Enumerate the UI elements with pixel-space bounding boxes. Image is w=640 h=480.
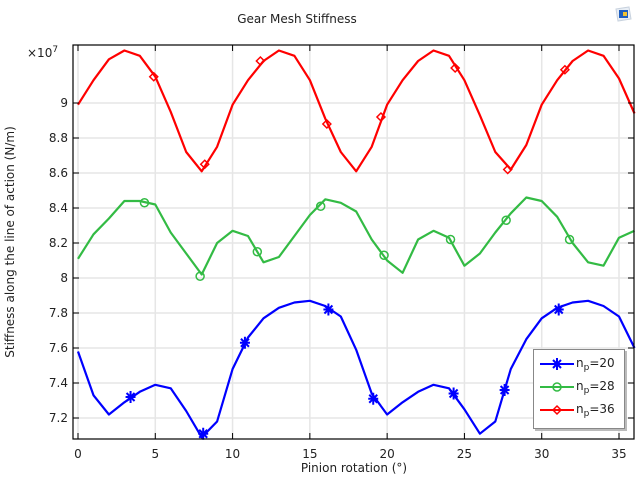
- y-tick-label: 7.4: [49, 376, 68, 390]
- y-tick-label: 8.8: [49, 131, 68, 145]
- y-axis-label: Stiffness along the line of action (N/m): [3, 126, 17, 357]
- asterisk-marker-icon: [540, 358, 574, 370]
- x-tick-label: 15: [302, 447, 317, 461]
- y-tick-label: 7.6: [49, 341, 68, 355]
- chart-title: Gear Mesh Stiffness: [237, 12, 357, 26]
- y-tick-label: 8.6: [49, 166, 68, 180]
- diamond-marker-icon: [540, 404, 574, 416]
- series-n-p-36: [77, 49, 636, 175]
- x-tick-label: 5: [151, 447, 159, 461]
- y-tick-label: 8.4: [49, 201, 68, 215]
- series-n-p-20: [76, 299, 636, 440]
- axis-ticks: 0 5 10 15 20 25 30 35 7.2 7.4 7.6 7.8 8 8.2 8.4 8.6 8.8 9: [49, 45, 634, 461]
- y-multiplier: ×107: [27, 45, 58, 60]
- series-n-p-28: [77, 196, 635, 281]
- y-tick-label: 7.2: [49, 411, 68, 425]
- y-tick-label: 8: [60, 271, 68, 285]
- x-tick-label: 0: [74, 447, 82, 461]
- legend-item-np20: np=20: [534, 354, 624, 374]
- y-tick-label: 9: [60, 96, 68, 110]
- y-tick-label: 7.8: [49, 306, 68, 320]
- legend-item-np36: np=36: [534, 400, 624, 420]
- legend: np=20 np=28 np=36: [533, 349, 625, 429]
- x-tick-label: 10: [225, 447, 240, 461]
- y-tick-label: 8.2: [49, 236, 68, 250]
- axes-frame: [72, 44, 635, 440]
- circle-marker-icon: [540, 382, 574, 392]
- snapshot-icon[interactable]: [614, 6, 632, 22]
- x-tick-label: 35: [611, 447, 626, 461]
- x-tick-label: 30: [534, 447, 549, 461]
- x-tick-label: 25: [457, 447, 472, 461]
- x-axis-label: Pinion rotation (°): [301, 461, 407, 475]
- x-tick-label: 20: [380, 447, 395, 461]
- data-series: [76, 49, 636, 440]
- legend-item-np28: np=28: [534, 377, 624, 397]
